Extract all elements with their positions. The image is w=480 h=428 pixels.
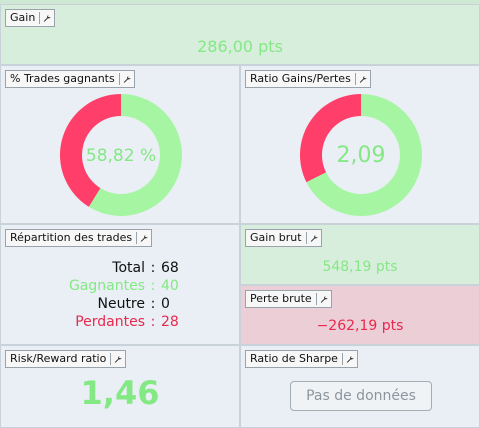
ratio-win-slice xyxy=(306,94,422,216)
gross-loss-panel: Perte brute −262,19 pts xyxy=(240,285,480,345)
win-rate-value: 58,82 % xyxy=(85,146,157,166)
ratio-value: 2,09 xyxy=(336,143,386,168)
risk-reward-settings-button[interactable] xyxy=(110,353,122,365)
repartition-settings-button[interactable] xyxy=(136,232,148,244)
gross-gain-value: 548,19 pts xyxy=(322,259,398,275)
gross-gain-title: Gain brut xyxy=(250,231,302,244)
wrench-icon xyxy=(359,75,367,83)
win-rate-donut xyxy=(60,94,182,216)
ratio-donut xyxy=(300,94,422,216)
sharpe-panel: Ratio de Sharpe Pas de données xyxy=(240,345,480,428)
win-rate-win-slice xyxy=(88,94,182,216)
wrench-icon xyxy=(123,75,131,83)
risk-reward-tag: Risk/Reward ratio xyxy=(5,350,127,368)
win-rate-panel: % Trades gagnants 58,82 % xyxy=(0,65,240,224)
risk-reward-title: Risk/Reward ratio xyxy=(10,352,107,365)
wrench-icon xyxy=(310,234,318,242)
win-rate-settings-button[interactable] xyxy=(118,73,131,85)
losses-row: Perdantes:28 xyxy=(35,313,179,331)
gain-value: 286,00 pts xyxy=(197,37,283,56)
ratio-title: Ratio Gains/Pertes xyxy=(250,72,351,85)
sharpe-tag: Ratio de Sharpe xyxy=(245,350,358,368)
gross-gain-settings-button[interactable] xyxy=(305,232,318,244)
win-rate-title: % Trades gagnants xyxy=(10,72,115,85)
gain-tag: Gain xyxy=(5,9,56,27)
total-separator: : xyxy=(150,260,156,276)
gain-panel: Gain 286,00 pts xyxy=(0,4,480,65)
wins-label: Gagnantes xyxy=(68,278,145,294)
gross-loss-title: Perte brute xyxy=(250,292,312,305)
losses-value: 28 xyxy=(161,314,179,330)
losses-label: Perdantes xyxy=(75,314,145,330)
wrench-icon xyxy=(44,14,51,22)
sharpe-title: Ratio de Sharpe xyxy=(250,352,338,365)
repartition-title: Répartition des trades xyxy=(10,231,133,244)
ratio-panel: Ratio Gains/Pertes 2,09 xyxy=(240,65,480,224)
wrench-icon xyxy=(115,355,122,363)
repartition-panel: Répartition des trades Total:68 Gagnante… xyxy=(0,224,240,345)
sharpe-settings-button[interactable] xyxy=(341,353,354,365)
ratio-tag: Ratio Gains/Pertes xyxy=(245,70,371,88)
wins-row: Gagnantes:40 xyxy=(35,277,179,295)
ratio-settings-button[interactable] xyxy=(354,73,367,85)
win-rate-tag: % Trades gagnants xyxy=(5,70,135,88)
total-row: Total:68 xyxy=(35,259,179,277)
neutral-label: Neutre xyxy=(97,296,145,312)
repartition-tag: Répartition des trades xyxy=(5,229,153,247)
no-data-button[interactable]: Pas de données xyxy=(290,381,432,411)
wrench-icon xyxy=(140,234,148,242)
wins-value: 40 xyxy=(161,278,179,294)
gross-loss-settings-button[interactable] xyxy=(315,293,328,305)
gross-gain-panel: Gain brut 548,19 pts xyxy=(240,224,480,285)
ratio-loss-slice xyxy=(300,94,361,183)
gross-gain-tag: Gain brut xyxy=(245,229,322,247)
gross-loss-tag: Perte brute xyxy=(245,290,332,308)
risk-reward-value: 1,46 xyxy=(80,374,160,412)
risk-reward-panel: Risk/Reward ratio 1,46 xyxy=(0,345,240,428)
top-strip xyxy=(0,0,480,4)
neutral-value: 0 xyxy=(161,296,170,312)
neutral-row: Neutre:0 xyxy=(35,295,170,313)
wins-separator: : xyxy=(150,278,156,294)
neutral-separator: : xyxy=(150,296,156,312)
gross-loss-value: −262,19 pts xyxy=(316,318,404,334)
gain-settings-button[interactable] xyxy=(39,12,51,24)
win-rate-loss-slice xyxy=(60,94,121,207)
wrench-icon xyxy=(320,295,328,303)
gain-title: Gain xyxy=(10,11,36,24)
wrench-icon xyxy=(346,355,354,363)
losses-separator: : xyxy=(150,314,156,330)
total-value: 68 xyxy=(161,260,179,276)
total-label: Total xyxy=(112,260,145,276)
